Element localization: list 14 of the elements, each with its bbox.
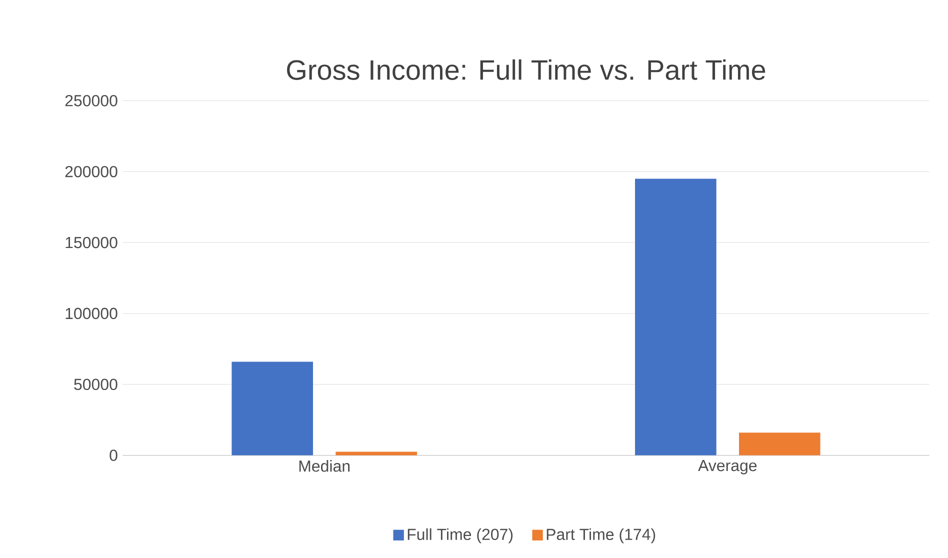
y-tick-label: 200000 — [65, 166, 118, 178]
y-tick-label: 150000 — [66, 236, 118, 248]
legend-label: Part Time (174) — [546, 528, 656, 544]
y-tick-label: 100000 — [66, 308, 118, 320]
y-tick-label: 250000 — [65, 95, 118, 106]
y-tick-label: 50000 — [74, 378, 118, 390]
chart-title: Gross Income: Full Time vs. Part Time — [287, 59, 766, 80]
bar — [739, 432, 820, 456]
x-tick-label: Average — [698, 460, 757, 474]
x-tick-label: Median — [299, 460, 350, 472]
y-tick-label: 0 — [110, 450, 118, 461]
bar — [635, 178, 716, 456]
legend-label: Full Time (207) — [408, 528, 513, 544]
bar — [232, 362, 314, 456]
